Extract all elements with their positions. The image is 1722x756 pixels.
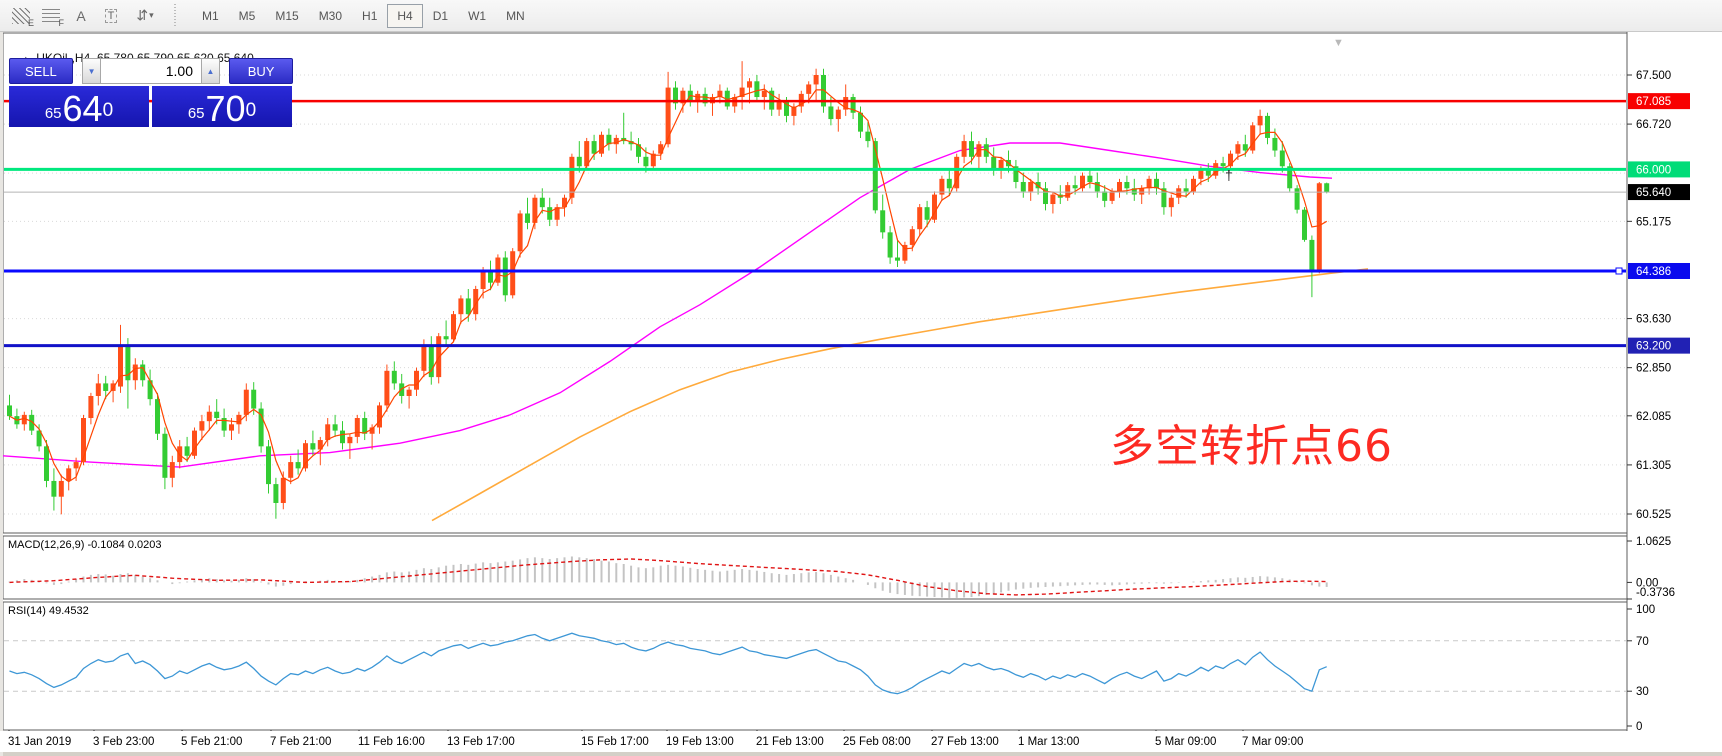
price-tick-label: 63.630 <box>1636 314 1671 326</box>
price-badge <box>1628 337 1690 354</box>
svg-text:64.386: 64.386 <box>1636 266 1671 278</box>
ma-magenta-line <box>2 142 1333 468</box>
time-axis-label: 1 Mar 13:00 <box>1018 736 1080 748</box>
price-badge <box>1628 93 1690 110</box>
price-tick-label: 61.305 <box>1636 460 1671 472</box>
price-tick-label: 62.850 <box>1636 363 1671 375</box>
horizontal-lines <box>4 99 1626 348</box>
svg-text:66.000: 66.000 <box>1636 164 1671 176</box>
time-axis-label: 3 Feb 23:00 <box>93 736 155 748</box>
price-tick-label: 66.720 <box>1636 119 1671 131</box>
price-tick-label: 62.085 <box>1636 411 1671 423</box>
price-tick-label: 65.175 <box>1636 216 1671 228</box>
buy-price-main: 70 <box>205 88 246 130</box>
buy-price-display[interactable]: 65 70 0 <box>152 86 292 127</box>
rsi-pane: 100 70 30 0 <box>4 604 1655 733</box>
icon-letter: F <box>58 17 65 28</box>
svg-text:63.200: 63.200 <box>1636 341 1671 353</box>
chart-canvas[interactable]: 67.500 66.720 65.175 63.630 62.850 62.085 61.3… <box>0 32 1722 756</box>
ma-fast-line <box>9 88 1328 483</box>
time-axis-label: 27 Feb 13:00 <box>931 736 999 748</box>
volume-increase-button[interactable]: ▲ <box>200 58 220 84</box>
macd-axis-label: 0.00 <box>1636 577 1658 589</box>
rsi-indicator-label: RSI(14) 49.4532 <box>8 605 89 617</box>
price-badge <box>1628 161 1690 178</box>
time-axis-label: 11 Feb 16:00 <box>358 736 425 748</box>
bottom-strip <box>0 752 1722 756</box>
timeframe-button-m1[interactable]: M1 <box>202 8 219 23</box>
time-axis-label: 7 Mar 09:00 <box>1242 736 1304 748</box>
timeframe-button-mn[interactable]: MN <box>506 8 525 23</box>
rsi-axis-label: 30 <box>1636 686 1649 698</box>
price-badge <box>1628 184 1690 201</box>
time-axis-label: 13 Feb 17:00 <box>447 736 515 748</box>
arrows-icon[interactable]: ⇵ ▾ <box>128 5 162 27</box>
time-axis-label: 21 Feb 13:00 <box>756 736 824 748</box>
ma-gold-line <box>431 268 1369 522</box>
macd-pane: 1.0625 0.00-0.3736 <box>8 536 1675 600</box>
fibo-glyph <box>42 8 60 23</box>
pane-borders <box>2 32 1628 732</box>
time-axis-label: 15 Feb 17:00 <box>581 736 649 748</box>
sell-price-main: 64 <box>62 88 103 130</box>
fibonacci-retracement-icon[interactable]: F <box>38 5 65 28</box>
timeframe-button-h4[interactable]: H4 <box>387 3 423 28</box>
rsi-axis-label: 100 <box>1636 604 1655 616</box>
dagger-marker: † <box>1225 167 1233 183</box>
toolbar: E F A T ⇵ ▾ M1 M5 M15 M30 H1 H4 D1 W1 MN <box>0 0 1722 32</box>
macd-axis-label: 1.0625 <box>1636 536 1671 548</box>
timeframe-button-m15[interactable]: M15 <box>275 8 299 23</box>
time-axis[interactable]: 31 Jan 2019 3 Feb 23:00 5 Feb 21:00 7 Feb 2… <box>0 731 1722 752</box>
time-axis-label: 25 Feb 08:00 <box>843 736 911 748</box>
chart-svg[interactable]: 67.500 66.720 65.175 63.630 62.850 62.085 61.3… <box>0 32 1722 756</box>
rsi-axis-label: 0 <box>1636 721 1642 733</box>
price-tick-label: 60.525 <box>1636 509 1671 521</box>
icon-letter: A <box>76 7 86 24</box>
rsi-axis-label: 70 <box>1636 636 1649 648</box>
icon-letter: E <box>27 17 34 28</box>
chart-shift-icon: ▼ <box>1333 37 1344 49</box>
text-icon[interactable]: A <box>68 5 94 27</box>
timeframe-button-m5[interactable]: M5 <box>238 8 256 23</box>
hatch-glyph <box>12 7 30 24</box>
time-axis-label: 19 Feb 13:00 <box>666 736 734 748</box>
sell-button[interactable]: SELL <box>9 58 73 84</box>
price-tick-label: 67.500 <box>1636 70 1671 82</box>
sell-price-prefix: 65 <box>44 105 62 122</box>
sell-price-display[interactable]: 65 64 0 <box>9 86 149 127</box>
one-click-trade-panel: SELL ▼ ▲ BUY 65 64 0 65 70 0 <box>9 58 293 127</box>
macd-indicator-label: MACD(12,26,9) -0.1084 0.0203 <box>8 539 162 551</box>
timeframe-group: M1 M5 M15 M30 H1 H4 D1 W1 MN <box>192 3 535 28</box>
macd-axis-label: -0.3736 <box>1636 587 1675 599</box>
buy-button[interactable]: BUY <box>229 58 293 84</box>
toolbar-separator <box>174 3 176 28</box>
volume-decrease-button[interactable]: ▼ <box>82 58 101 84</box>
svg-text:67.085: 67.085 <box>1636 96 1671 108</box>
text-label-icon[interactable]: T <box>98 5 124 27</box>
chevron-down-icon: ▾ <box>149 10 154 20</box>
volume-input[interactable] <box>100 58 201 84</box>
left-strip <box>0 32 3 756</box>
timeframe-button-h1[interactable]: H1 <box>362 8 378 23</box>
buy-price-prefix: 65 <box>187 105 205 122</box>
timeframe-button-m30[interactable]: M30 <box>318 8 343 23</box>
time-axis-label: 31 Jan 2019 <box>8 736 72 748</box>
equidistant-channel-icon[interactable]: E <box>8 5 34 28</box>
time-axis-label: 5 Mar 09:00 <box>1155 736 1217 748</box>
icon-letter: T <box>104 8 118 23</box>
time-axis-label: 7 Feb 21:00 <box>270 736 332 748</box>
price-axis: 67.500 66.720 65.175 63.630 62.850 62.085 61.3… <box>1627 70 1690 521</box>
price-badge <box>1628 262 1690 279</box>
arrows-glyph: ⇵ <box>136 7 149 23</box>
svg-text:65.640: 65.640 <box>1636 187 1671 199</box>
chart-annotation-text[interactable]: 多空转折点66 <box>1110 421 1393 472</box>
time-axis-label: 5 Feb 21:00 <box>181 736 243 748</box>
timeframe-button-w1[interactable]: W1 <box>468 8 487 23</box>
chart-markers: ▼† <box>1225 37 1344 183</box>
timeframe-button-d1[interactable]: D1 <box>432 8 449 23</box>
